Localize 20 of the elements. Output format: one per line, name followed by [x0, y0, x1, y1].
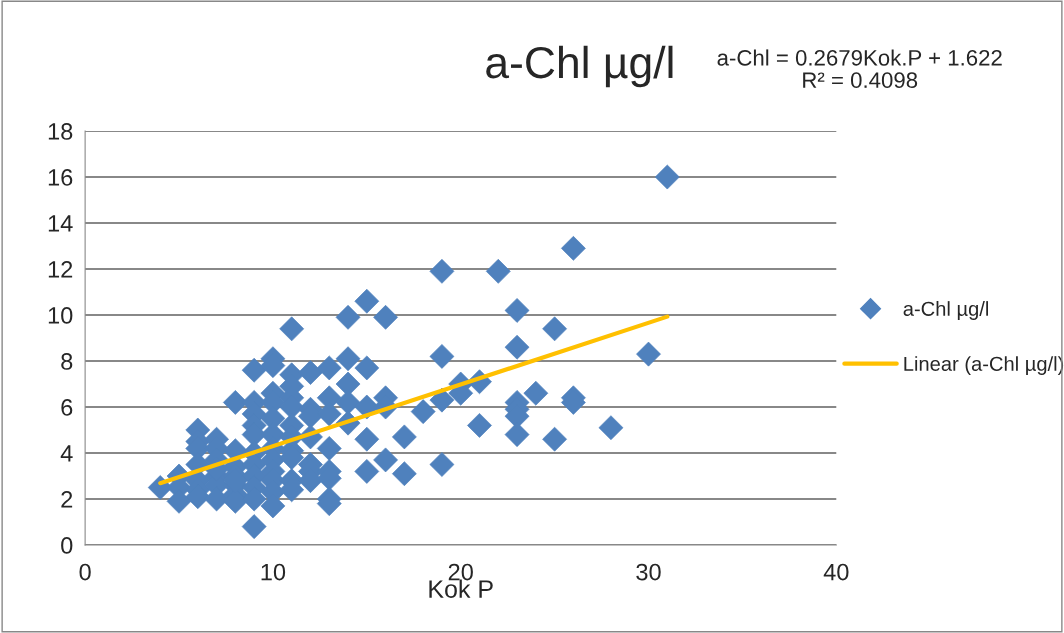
y-tick-label: 16 — [48, 169, 73, 186]
y-tick-label: 0 — [61, 537, 73, 554]
y-tick-label: 8 — [61, 353, 73, 370]
x-axis-title: Kok P — [429, 579, 493, 598]
y-tick-label: 4 — [60, 445, 73, 462]
text: a-Chl = 0.2679Kok.P + 1.622 R² = 0.4098 — [717, 49, 1002, 89]
y-tick-label: 12 — [48, 261, 73, 278]
y-tick-label: 6 — [61, 399, 73, 416]
legend-label: a-Chl µg/l — [903, 301, 989, 320]
legend-label: Linear (a-Chl µg/l) — [904, 356, 1064, 375]
y-tick-label: 10 — [48, 307, 73, 324]
x-tick-label: 40 — [823, 563, 849, 581]
x-tick-label: 0 — [79, 563, 91, 581]
y-tick-label: 14 — [48, 215, 73, 232]
y-tick-label: 18 — [48, 123, 73, 140]
x-tick-label: 10 — [261, 563, 286, 581]
x-tick-label: 20 — [448, 563, 473, 581]
y-tick-label: 2 — [61, 491, 73, 508]
x-tick-label: 30 — [636, 563, 661, 581]
chart-title: a-Chl µg/l — [486, 45, 673, 88]
